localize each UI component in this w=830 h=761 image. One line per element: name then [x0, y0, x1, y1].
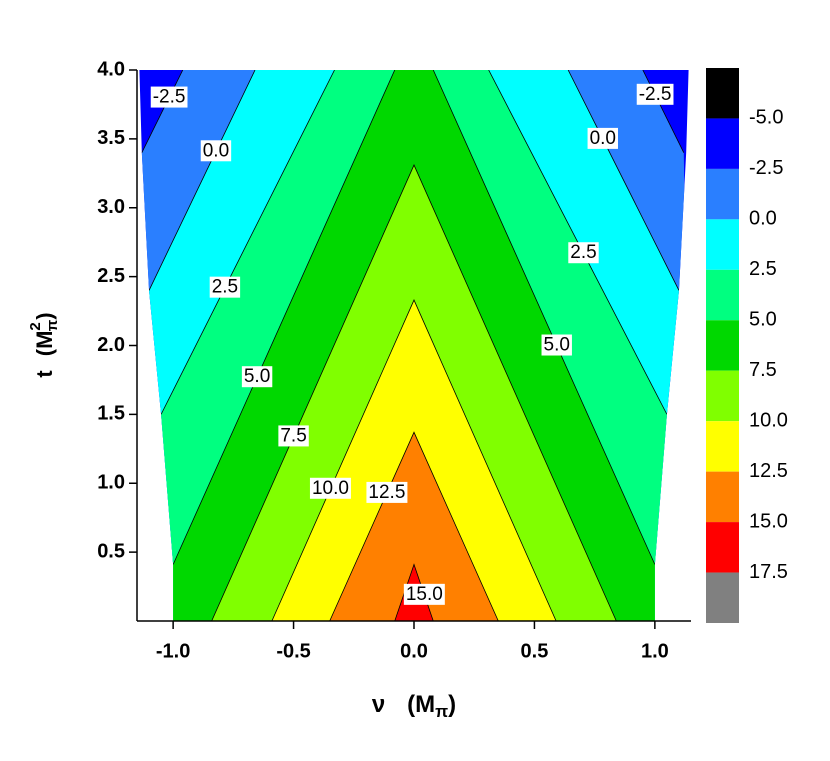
contour-label-box [541, 334, 572, 356]
colorbar-box [706, 320, 739, 371]
contour-label: 12.5 [368, 482, 405, 503]
contour-line [172, 70, 656, 565]
contour-label-box [278, 425, 309, 447]
y-tick-label: 3.5 [97, 127, 125, 149]
colorbar-box [706, 471, 739, 523]
colorbar-label: -5.0 [749, 107, 783, 129]
x-label-sub: π [435, 702, 448, 721]
colorbar-box [706, 168, 739, 220]
contour-label-box [366, 481, 408, 503]
contour-label: 0.0 [590, 128, 616, 149]
colorbar-label: 17.5 [749, 561, 788, 583]
colorbar-label: 7.5 [749, 359, 777, 381]
x-axis-label: ν (Mπ) [372, 691, 456, 721]
colorbar-label: 12.5 [749, 460, 788, 482]
contour-fills [139, 70, 689, 621]
colorbar-box [706, 421, 739, 472]
contour-label: 5.0 [544, 335, 570, 356]
colorbar-box [706, 219, 739, 270]
contour-band [139, 432, 689, 621]
x-label-var: ν [372, 691, 385, 718]
contour-label-box [150, 86, 188, 108]
contour-label: 10.0 [312, 478, 349, 499]
colorbar-label: 5.0 [749, 309, 777, 331]
colorbar-box [706, 118, 739, 169]
contour-label-box [200, 140, 232, 162]
contour-label: -2.5 [153, 87, 186, 108]
contour-label-box [209, 276, 241, 298]
y-label-unit: (M [32, 331, 57, 357]
contour-line [148, 70, 680, 291]
contour-lines [141, 70, 685, 621]
x-label-unit: (M [407, 691, 435, 718]
y-label-var: t [32, 370, 57, 378]
x-tick-label: -1.0 [156, 640, 190, 662]
y-tick-label: 3.0 [97, 196, 125, 218]
contour-line [271, 299, 557, 621]
contour-label-box [403, 583, 445, 605]
contour-label: 5.0 [244, 366, 270, 387]
contour-label-box [636, 83, 674, 105]
y-tick-label: 1.0 [97, 472, 125, 494]
contour-label-box [309, 477, 351, 499]
y-label-sup: 2 [27, 322, 44, 330]
contour-label: 2.5 [570, 242, 596, 263]
contour-label: -2.5 [639, 84, 672, 105]
contour-label-box [241, 366, 273, 388]
y-label-sub: π [44, 319, 61, 331]
contour-line [160, 70, 668, 415]
x-tick-label: 0.5 [521, 640, 549, 662]
contour-label: 15.0 [406, 584, 443, 605]
y-label-close: ) [32, 312, 57, 319]
y-tick-label: 2.0 [97, 334, 125, 356]
contour-line [329, 431, 499, 621]
colorbar-label: 2.5 [749, 258, 777, 280]
colorbar-box [706, 269, 739, 321]
contour-label: 2.5 [212, 277, 238, 298]
annotations: -2.5 -2.5 0.0 0.0 2.5 2.5 5.0 5.0 7.5 10.0 12.5 15.… [97, 58, 788, 662]
y-tick-label: 2.5 [97, 265, 125, 287]
y-tick-label: 0.5 [97, 540, 125, 562]
colorbar-label: 0.0 [749, 208, 777, 230]
colorbar-label: 15.0 [749, 510, 788, 532]
colorbar-box [706, 370, 739, 422]
y-tick-label: 1.5 [97, 403, 125, 425]
contour-line [211, 164, 617, 621]
colorbar-box [706, 522, 739, 573]
contour-label: 7.5 [280, 425, 306, 446]
contour-label-box [587, 127, 618, 149]
colorbar-label: -2.5 [749, 157, 783, 179]
contour-label: 0.0 [203, 140, 229, 161]
x-tick-label: 1.0 [641, 640, 669, 662]
x-tick-label: -0.5 [276, 640, 310, 662]
colorbar-box [706, 572, 739, 623]
x-label-close: ) [448, 691, 456, 718]
y-axis-label: t (M2π) [27, 312, 61, 377]
colorbar-box [706, 68, 739, 119]
contour-label-box [568, 242, 599, 264]
contour-line [141, 70, 685, 153]
x-tick-label: 0.0 [400, 640, 428, 662]
colorbar-label: 10.0 [749, 409, 788, 431]
y-tick-label: 4.0 [97, 58, 125, 80]
